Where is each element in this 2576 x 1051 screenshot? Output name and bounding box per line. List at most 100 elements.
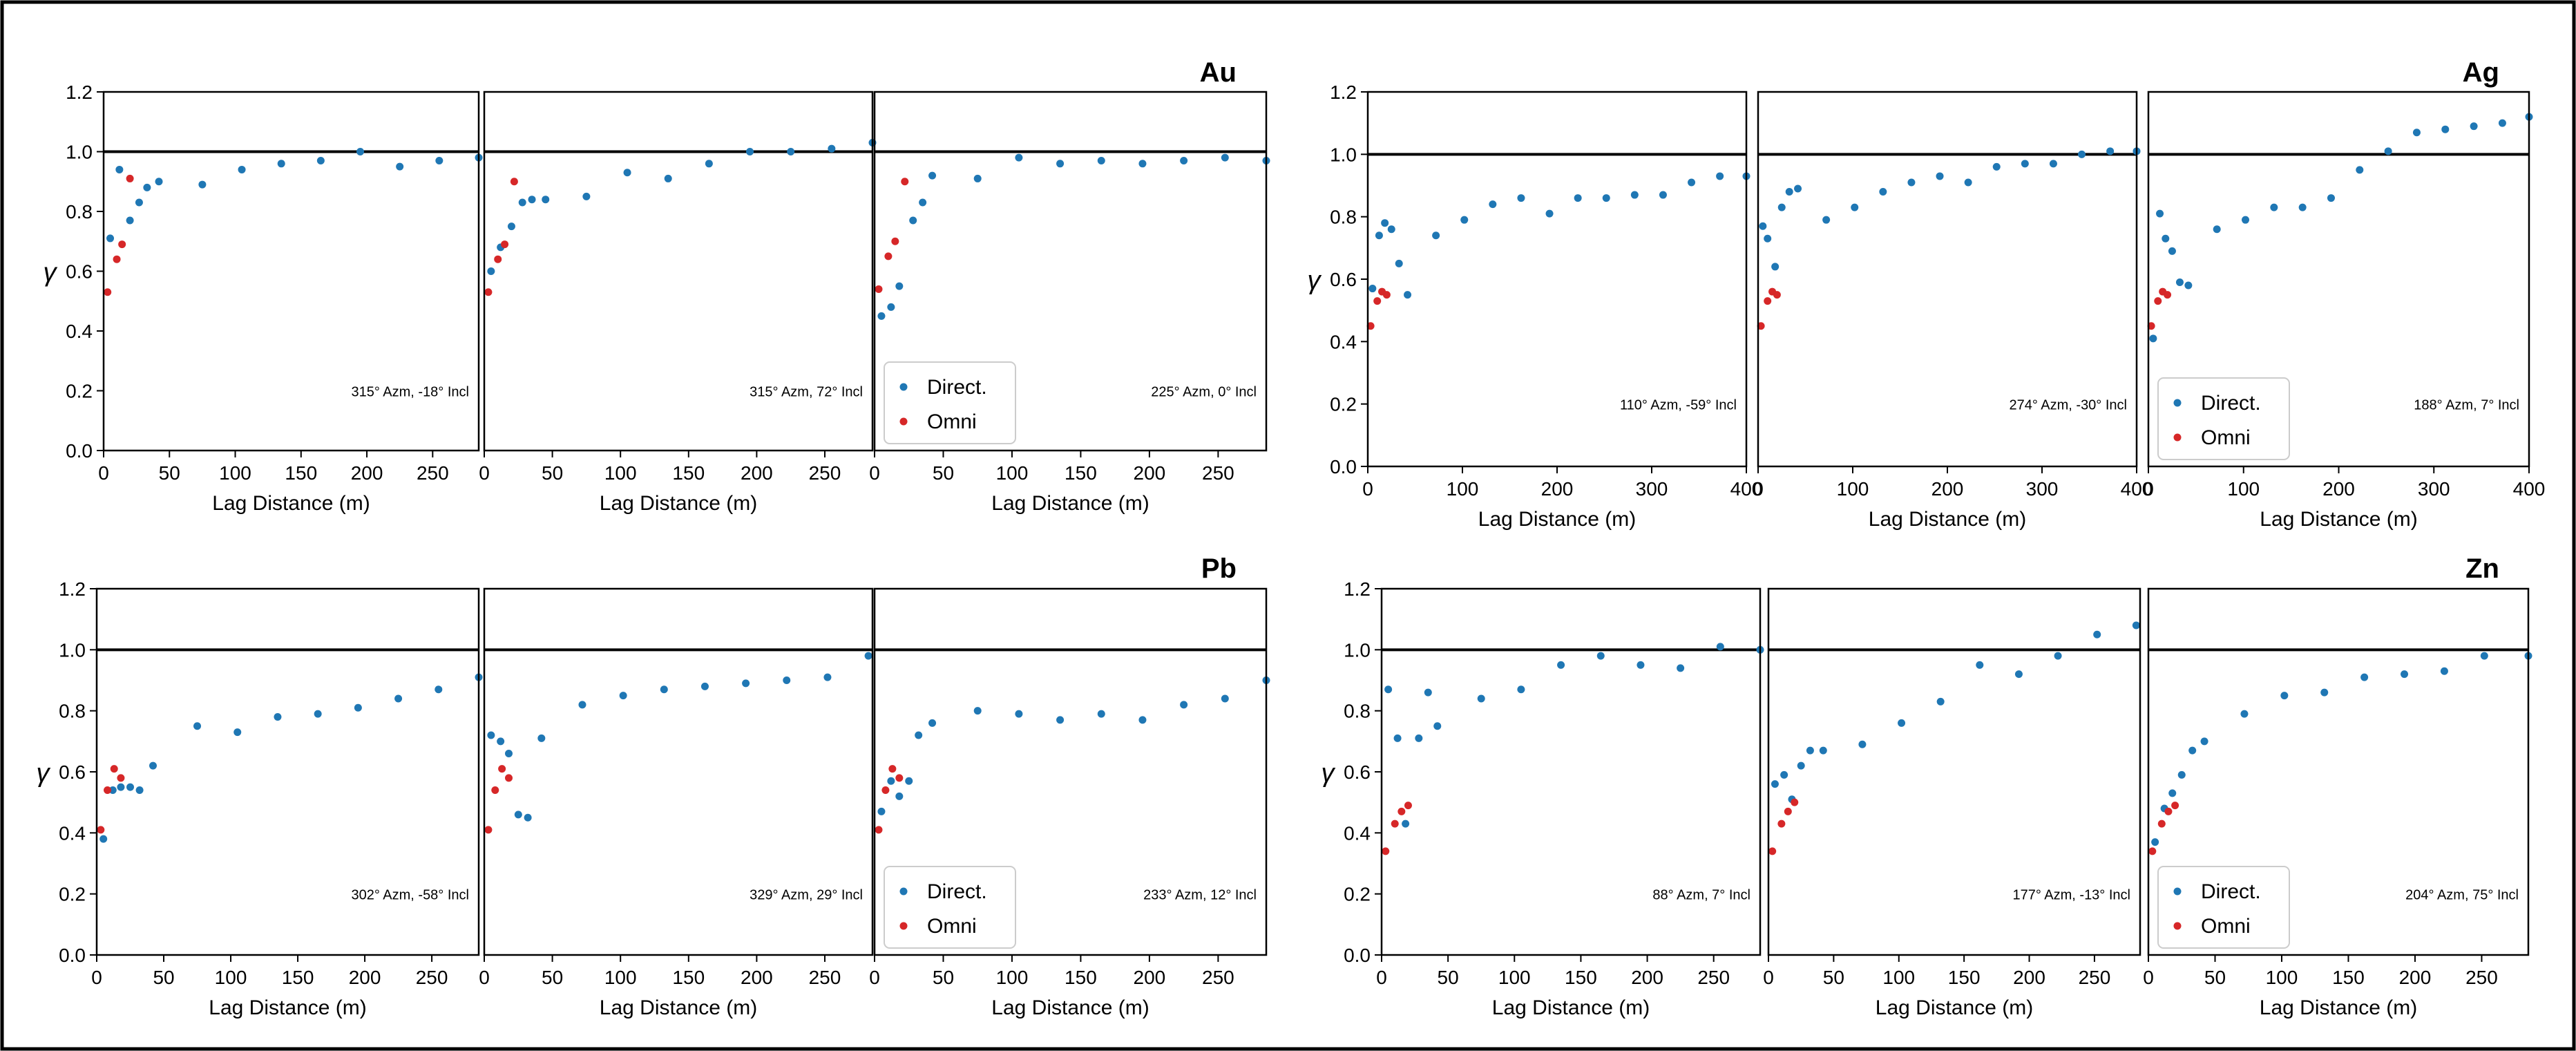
direct-point [1097,156,1105,164]
direct-point [1574,194,1582,202]
y-tick-label: 0.4 [59,822,86,844]
panel-zn-3: 0 50 100 150 200 250 Lag Distance (m) 204° Azm,… [2143,587,2532,1019]
direct-point [1822,216,1831,224]
x-tick-label: 100 [1882,967,1915,988]
direct-point [1424,688,1432,697]
element-title: Au [1200,57,1237,88]
panel-frame [873,91,1268,452]
panel-annotation: 188° Azm, 7° Incl [2414,398,2519,413]
direct-point [2149,334,2157,343]
x-axis-label: Lag Distance (m) [1876,996,2033,1019]
x-tick-label: 0 [91,967,102,988]
x-axis-label: Lag Distance (m) [1869,508,2026,531]
legend-omni-marker [899,922,908,930]
direct-point [1395,259,1403,267]
y-tick-label: 0.8 [59,701,86,722]
panel-frame [483,91,874,452]
direct-point [1433,722,1442,730]
direct-point [915,731,923,739]
direct-point [356,148,365,155]
direct-point [2498,119,2506,127]
direct-point [1819,746,1827,755]
direct-point [394,694,403,703]
direct-point [2168,247,2176,255]
omni-point [97,826,105,834]
direct-point [1368,285,1377,293]
omni-point [1768,847,1777,855]
x-tick-label: 150 [672,462,705,484]
direct-point [1015,710,1023,718]
direct-point [705,160,713,168]
direct-point [1489,200,1497,209]
direct-point [2049,160,2057,168]
panel-annotation: 225° Azm, 0° Incl [1151,385,1257,400]
x-tick-label: 200 [1134,462,1166,484]
direct-point [198,180,207,189]
direct-point [1545,209,1554,218]
direct-point [2280,692,2289,700]
y-tick-label: 0.6 [1344,761,1371,783]
direct-point [1180,156,1188,164]
x-tick-label: 200 [2013,967,2045,988]
direct-point [537,734,546,742]
y-tick-label: 0.0 [59,945,86,966]
direct-point [783,676,791,684]
x-tick-label: 150 [282,967,314,988]
direct-point [2298,203,2307,211]
element-title: Pb [1201,553,1237,584]
x-axis-label: Lag Distance (m) [2260,508,2417,531]
x-tick-label: 0 [2143,967,2154,988]
x-tick-label: 100 [2266,967,2298,988]
y-tick-label: 0.8 [1330,207,1357,228]
y-tick-label: 0.2 [66,381,93,402]
x-tick-label: 400 [1730,478,1763,500]
legend-box [2157,377,2290,460]
x-tick-label: 200 [2322,478,2355,500]
direct-point [115,165,124,173]
direct-point [877,312,886,320]
x-tick-label: 150 [2332,967,2365,988]
y-tick-label: 0.4 [1344,822,1371,844]
panel-frame [95,587,480,956]
direct-point [660,685,668,694]
direct-point [1056,160,1065,168]
direct-point [2470,122,2478,131]
direct-point [2200,737,2208,746]
x-axis-label: Lag Distance (m) [1492,996,1650,1019]
direct-point [277,160,285,168]
x-tick-label: 50 [159,462,180,484]
y-tick-label: 0.6 [66,261,93,283]
panel-pb-2: 0 50 100 150 200 250 Lag Distance (m) 329° Azm,… [479,587,874,1019]
panel-au-2: 0 50 100 150 200 250 Lag Distance (m) 315° Azm,… [479,91,877,515]
x-axis-label: Lag Distance (m) [212,492,370,515]
omni-point [504,774,513,782]
direct-point [2412,129,2421,137]
direct-point [895,792,904,800]
direct-point [787,148,795,155]
omni-point [2164,807,2173,815]
y-tick-label: 1.0 [59,639,86,661]
direct-point [1180,701,1188,709]
direct-point [1759,222,1767,230]
panel-annotation: 329° Azm, 29° Incl [750,888,863,903]
panel-frame [2147,587,2530,956]
omni-point [2164,291,2172,299]
direct-point [578,701,586,709]
x-tick-label: 200 [1541,478,1574,500]
omni-point [875,826,883,834]
x-tick-label: 250 [1202,462,1234,484]
direct-point [2156,209,2164,218]
x-tick-label: 0 [1763,967,1774,988]
direct-point [1221,694,1229,703]
omni-point [1397,807,1406,815]
direct-point [1964,178,1972,187]
legend-direct-marker [2173,399,2182,407]
panel-annotation: 110° Azm, -59° Incl [1620,398,1737,413]
panel-frame [1757,91,2138,468]
y-tick-label: 0.6 [1330,269,1357,290]
direct-point [108,786,117,794]
direct-point [1716,172,1724,180]
direct-point [126,216,134,225]
omni-point [875,285,883,293]
x-tick-label: 50 [153,967,174,988]
